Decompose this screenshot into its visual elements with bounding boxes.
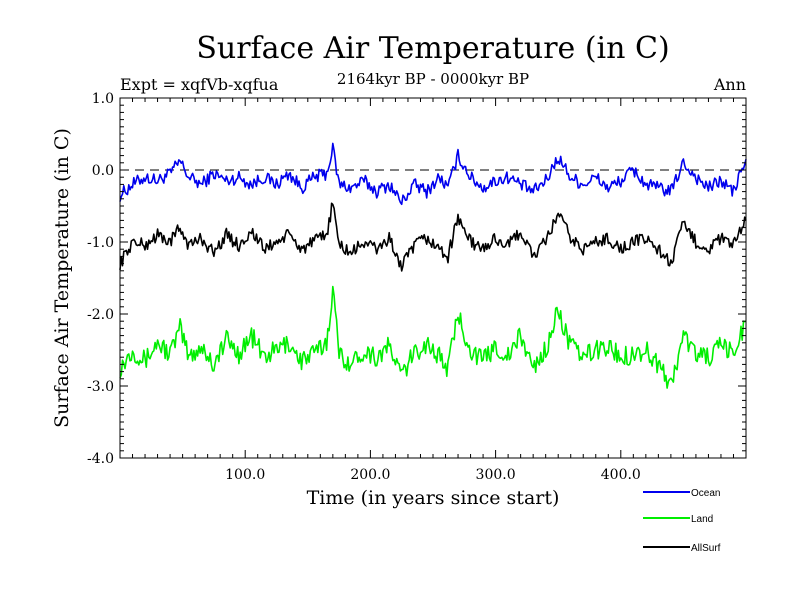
x-tick-label: 100.0	[225, 467, 265, 483]
y-tick-label: 0.0	[92, 163, 114, 179]
series-line-allsurf	[119, 202, 747, 272]
legend: Ocean Land AllSurf	[643, 488, 721, 554]
legend-label-land: Land	[691, 514, 713, 525]
expt-label: Expt = xqfVb-xqfua	[120, 75, 279, 94]
season-label: Ann	[713, 75, 746, 94]
y-tick-label: -3.0	[87, 379, 114, 395]
series-line-ocean	[119, 142, 747, 206]
chart-title: Surface Air Temperature (in C)	[196, 31, 669, 66]
plot-frame	[119, 97, 747, 459]
series-layer	[119, 142, 747, 389]
x-axis-label: Time (in years since start)	[307, 487, 560, 509]
x-tick-label: 400.0	[601, 467, 641, 483]
y-axis-label: Surface Air Temperature (in C)	[51, 128, 73, 428]
x-tick-label: 300.0	[476, 467, 516, 483]
chart-subtitle: 2164kyr BP - 0000kyr BP	[337, 70, 529, 88]
series-line-land	[119, 285, 747, 389]
y-tick-label: -4.0	[87, 451, 114, 467]
y-tick-label: 1.0	[92, 91, 114, 107]
axes: 1.0 0.0 -1.0 -2.0 -3.0 -4.0 100.0 200.0 300.0 400…	[87, 91, 746, 483]
legend-label-ocean: Ocean	[691, 488, 720, 499]
legend-label-allsurf: AllSurf	[691, 543, 721, 554]
x-tick-label: 200.0	[350, 467, 390, 483]
y-tick-label: -2.0	[87, 307, 114, 323]
y-tick-label: -1.0	[87, 235, 114, 251]
